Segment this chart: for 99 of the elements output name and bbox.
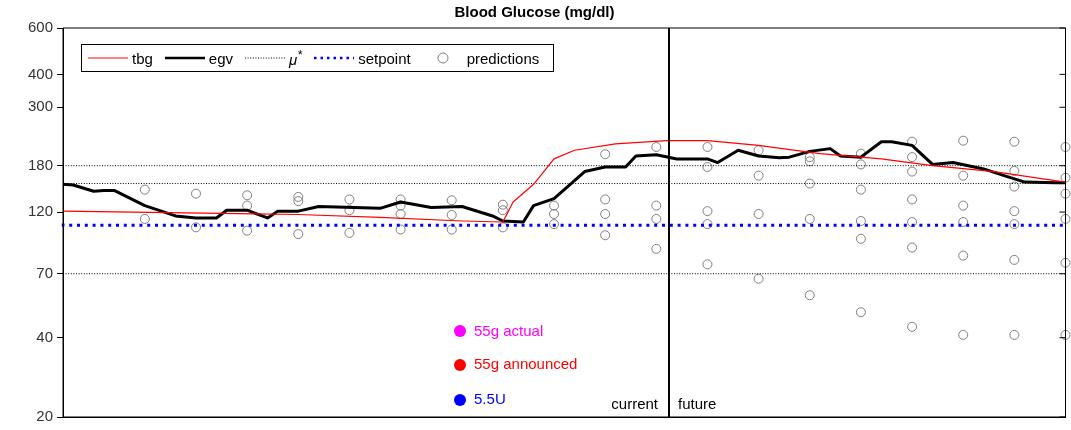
point (651, 243, 662, 254)
point (804, 152, 815, 163)
annotation: 55g actual (474, 321, 544, 339)
y-tick-label: 300 (27, 97, 53, 115)
point (497, 205, 508, 216)
point (446, 224, 457, 235)
point (600, 149, 611, 160)
point (1060, 257, 1071, 268)
chart-title: Blood Glucose (mg/dl) (454, 3, 615, 21)
y-tick-label: 600 (27, 18, 53, 36)
point (907, 217, 918, 228)
point (293, 229, 304, 240)
point (344, 194, 355, 205)
point (395, 224, 406, 235)
point (1009, 136, 1020, 147)
point (958, 135, 969, 146)
point (242, 200, 253, 211)
point (1009, 181, 1020, 192)
annotation: 5.5U (474, 390, 506, 408)
point (651, 200, 662, 211)
y-tick-label: 400 (27, 64, 53, 82)
point (958, 329, 969, 340)
point (702, 219, 713, 230)
point (549, 219, 560, 230)
point (395, 209, 406, 219)
point (600, 230, 611, 241)
point (958, 200, 969, 211)
point (139, 213, 150, 224)
point (395, 194, 406, 205)
legend-label: predictions (466, 49, 540, 67)
point (497, 199, 508, 210)
point (242, 225, 253, 236)
point (1060, 329, 1071, 340)
legend-label: tbg (132, 49, 153, 67)
point (1009, 219, 1020, 230)
point (1060, 213, 1071, 224)
point (1009, 329, 1020, 340)
point (702, 141, 713, 152)
point (907, 166, 918, 177)
point (600, 194, 611, 205)
legend-label: egv (208, 49, 234, 67)
point (855, 233, 866, 244)
point (702, 161, 713, 172)
point (702, 259, 713, 270)
point (190, 222, 201, 233)
annotation: 55g announced (474, 355, 578, 373)
point (190, 188, 201, 199)
y-tick-label: 40 (36, 327, 53, 345)
y-tick-label: 120 (27, 202, 53, 220)
annotation: future (678, 395, 717, 413)
point (855, 159, 866, 170)
point (702, 206, 713, 217)
point (1009, 165, 1020, 176)
y-tick-label: 180 (27, 155, 53, 173)
point (855, 148, 866, 159)
point (600, 209, 611, 219)
point (651, 141, 662, 152)
point (1009, 206, 1020, 217)
point (1060, 172, 1071, 183)
point (958, 170, 969, 181)
point (753, 209, 764, 219)
point (958, 217, 969, 228)
point (958, 250, 969, 261)
point (907, 242, 918, 253)
point (907, 136, 918, 147)
point (1060, 141, 1071, 152)
y-tick-label: 70 (36, 263, 53, 281)
point (446, 195, 457, 206)
point (907, 152, 918, 163)
point (1060, 188, 1071, 199)
point (293, 191, 304, 202)
point (753, 273, 764, 284)
point (344, 227, 355, 238)
point (804, 156, 815, 167)
point (293, 196, 304, 207)
point (804, 213, 815, 224)
point (139, 184, 150, 195)
point (753, 170, 764, 181)
point (549, 209, 560, 219)
point (855, 184, 866, 195)
legend-label: setpoint (358, 49, 411, 67)
point (242, 190, 253, 201)
point (804, 178, 815, 189)
legend-label: μ$^{*}$ (289, 48, 303, 68)
point (497, 222, 508, 233)
point (855, 307, 866, 318)
point (344, 205, 355, 216)
point (549, 200, 560, 211)
y-tick-label: 20 (36, 407, 53, 425)
point (907, 194, 918, 205)
point (804, 290, 815, 301)
point (651, 213, 662, 224)
point (855, 215, 866, 226)
point (907, 321, 918, 332)
annotation: current (611, 395, 659, 413)
point (1009, 254, 1020, 265)
point (395, 200, 406, 211)
point (753, 145, 764, 156)
point (446, 209, 457, 220)
